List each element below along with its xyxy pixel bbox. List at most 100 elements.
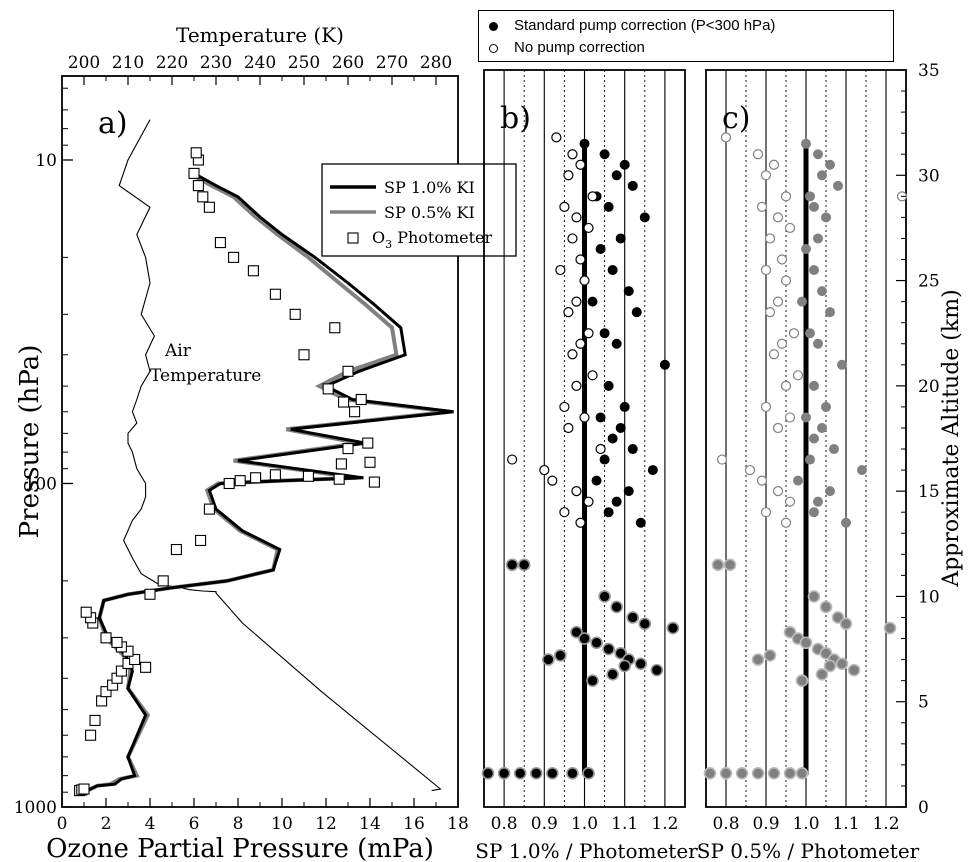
top-tick-label-a: 240 (244, 53, 276, 73)
photometer-point (349, 406, 361, 418)
point-open-b (583, 222, 594, 234)
point-open-b (575, 254, 586, 265)
point-ring-b (570, 625, 583, 639)
point-open-b (559, 507, 570, 518)
panel-label-a: a) (98, 106, 128, 141)
point-filled-c (805, 454, 815, 465)
point-open-b (587, 191, 598, 202)
x-tick-label-b: 1.0 (571, 814, 598, 834)
point-ring-b (606, 668, 619, 681)
point-filled-c (825, 307, 835, 318)
point-open-c (776, 254, 788, 265)
x-tick-label-a: 8 (233, 814, 244, 834)
point-open-b (579, 275, 590, 286)
legend-a: SP 1.0% KI SP 0.5% KI O3 Photometer (321, 163, 517, 257)
point-ring-c (783, 625, 797, 639)
point-filled-b (635, 517, 646, 528)
point-filled-c (809, 265, 819, 276)
photometer-point (228, 251, 240, 263)
point-filled-c (821, 401, 831, 412)
top-tick-label-a: 280 (420, 53, 452, 73)
point-filled-c (813, 149, 823, 160)
photometer-point (368, 476, 380, 488)
point-open-c (780, 275, 792, 286)
x-tick-label-c: 1.0 (792, 814, 819, 834)
point-open-c (764, 307, 776, 318)
point-filled-c (805, 191, 815, 202)
point-open-b (559, 401, 570, 413)
point-open-c (760, 507, 772, 518)
photometer-point (302, 470, 314, 482)
point-open-b (571, 486, 582, 497)
photometer-point (96, 695, 108, 707)
photometer-point (195, 534, 207, 547)
point-filled-c (825, 159, 835, 170)
x-axis-title-b: SP 1.0% / Photometer (475, 839, 698, 862)
point-ring-c (751, 767, 765, 780)
point-ring-b (666, 621, 680, 635)
point-ring-b (497, 767, 511, 780)
photometer-point (140, 661, 152, 673)
point-filled-b (639, 212, 650, 223)
point-open-c (760, 401, 772, 413)
top-axis-title: Temperature (K) (176, 23, 344, 47)
point-open-b (563, 307, 574, 318)
point-ring-c (763, 649, 777, 662)
point-filled-b (619, 401, 630, 412)
legend-label-sp05: SP 0.5% KI (384, 203, 475, 222)
point-ring-c (723, 558, 737, 572)
x-tick-label-b: 0.8 (491, 814, 518, 834)
point-ring-c (815, 668, 829, 681)
point-ring-b (578, 632, 591, 645)
point-filled-b (611, 170, 622, 181)
point-ring-c (795, 674, 809, 687)
point-ring-c (831, 611, 845, 624)
point-open-b (595, 443, 606, 455)
alt-axis-title: Approximate Altitude (km) (939, 289, 964, 587)
point-open-b (567, 349, 578, 360)
air-temperature-line (118, 119, 442, 792)
point-open-c (760, 264, 772, 276)
point-open-c (780, 191, 792, 202)
point-filled-b (599, 454, 610, 465)
point-ring-c (795, 767, 809, 780)
photometer-point (298, 349, 310, 361)
point-open-b (539, 464, 550, 476)
x-tick-label-a: 16 (403, 814, 425, 834)
top-tick-label-a: 220 (156, 53, 188, 73)
point-ring-c (807, 590, 821, 603)
point-open-b (575, 338, 586, 349)
point-ring-b (590, 636, 603, 650)
point-ring-b (582, 767, 595, 780)
photometer-point (157, 575, 169, 587)
photometer-point (247, 265, 259, 277)
point-filled-c (797, 296, 807, 307)
point-ring-c (735, 767, 749, 780)
point-open-c (784, 412, 796, 423)
legend-label-sp10: SP 1.0% KI (384, 178, 475, 197)
photometer-point (362, 437, 374, 449)
point-filled-c (817, 286, 827, 297)
legend-swatch-photometer (347, 232, 359, 244)
point-open-c (772, 422, 784, 434)
top-tick-label-a: 230 (200, 53, 232, 73)
annotation-temperature: Temperature (150, 366, 261, 386)
point-filled-b (619, 159, 630, 170)
x-tick-label-b: 0.9 (531, 814, 558, 834)
point-filled-b (631, 307, 642, 318)
legend-label-standard-pump: Standard pump correction (P<300 hPa) (514, 17, 776, 34)
point-open-c (768, 349, 780, 360)
point-ring-c (819, 600, 833, 614)
photometer-point (100, 632, 112, 644)
annotation-air: Air (164, 341, 192, 361)
point-ring-b (586, 674, 599, 687)
open-circle-marker-icon (489, 43, 498, 53)
x-tick-label-a: 4 (145, 814, 156, 834)
point-filled-b (615, 422, 626, 433)
photometer-point (329, 322, 341, 334)
photometer-point (144, 588, 156, 600)
point-filled-c (793, 475, 803, 486)
point-open-c (756, 475, 768, 486)
panel-label-b: b) (500, 101, 531, 136)
x-tick-label-c: 1.1 (832, 814, 859, 834)
